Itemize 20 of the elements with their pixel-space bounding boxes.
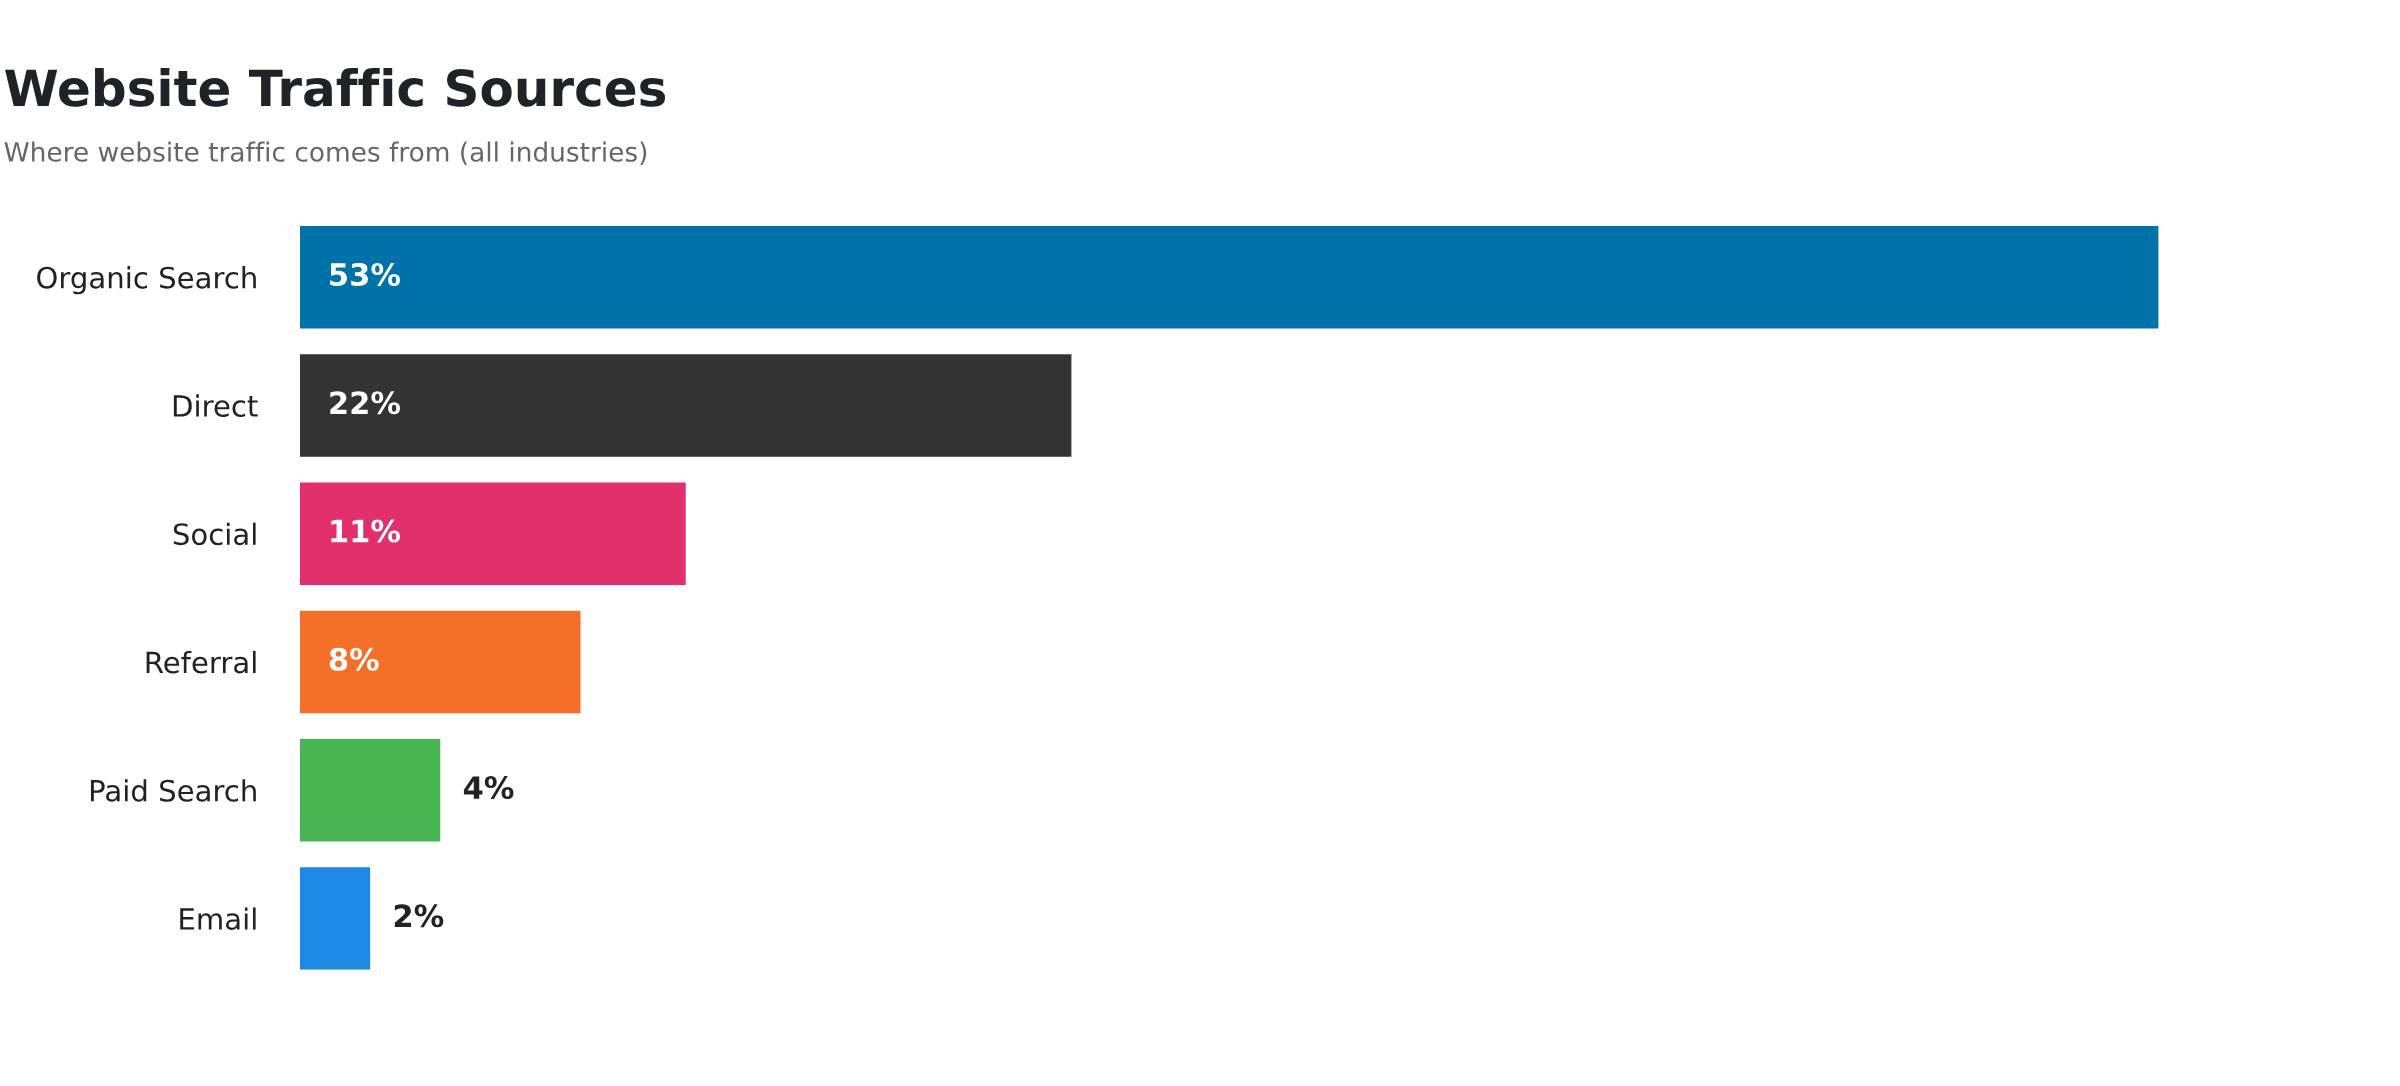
data-label: 2% [394,904,444,928]
data-label: 4% [463,775,514,800]
data-label: 22% [330,391,401,415]
y-tick-label: Organic Search [37,266,256,295]
y-tick-label: Direct [173,394,258,417]
y-tick-label: Email [180,907,256,930]
bar [300,482,686,586]
data-label: 8% [329,647,379,671]
y-tick-label: Paid Search [90,779,256,802]
bar [300,867,371,970]
bar [300,738,441,842]
data-label: 53% [330,262,401,287]
y-tick-label: Social [173,522,256,546]
bar [300,354,1072,457]
chart-subtitle: Where website traffic comes from (all industries) [4,141,647,165]
chart-title: Website Traffic Sources [5,68,666,107]
bar [300,225,2159,329]
y-tick-label: Referral [146,650,256,674]
bar [300,610,581,714]
data-label: 11% [331,519,401,543]
